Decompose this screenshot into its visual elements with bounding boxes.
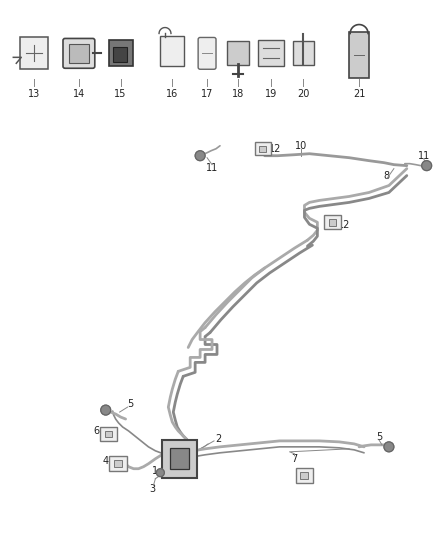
Text: 18: 18: [232, 89, 244, 99]
FancyBboxPatch shape: [69, 44, 89, 63]
Bar: [328, 219, 336, 225]
Text: 14: 14: [73, 89, 85, 99]
Bar: [259, 146, 266, 152]
FancyBboxPatch shape: [109, 456, 127, 471]
FancyBboxPatch shape: [162, 440, 197, 478]
FancyBboxPatch shape: [296, 468, 314, 483]
Text: 10: 10: [295, 141, 307, 151]
Bar: [114, 460, 122, 467]
Text: 11: 11: [417, 151, 430, 161]
FancyBboxPatch shape: [255, 142, 271, 155]
FancyBboxPatch shape: [20, 37, 48, 69]
FancyBboxPatch shape: [63, 38, 95, 68]
Text: 5: 5: [127, 399, 134, 409]
FancyBboxPatch shape: [113, 46, 127, 62]
FancyBboxPatch shape: [170, 448, 189, 469]
Text: 1: 1: [152, 466, 159, 475]
Circle shape: [384, 442, 394, 452]
FancyBboxPatch shape: [293, 42, 314, 65]
FancyBboxPatch shape: [349, 33, 369, 78]
Text: 15: 15: [114, 89, 127, 99]
Text: 20: 20: [297, 89, 310, 99]
Text: 7: 7: [291, 454, 298, 464]
Text: 11: 11: [206, 163, 218, 173]
Text: 12: 12: [269, 144, 282, 154]
Bar: [300, 472, 308, 479]
Circle shape: [101, 405, 111, 415]
Text: 4: 4: [102, 456, 109, 466]
Text: 12: 12: [338, 220, 350, 230]
Text: 6: 6: [301, 474, 307, 483]
FancyBboxPatch shape: [227, 42, 249, 65]
Text: 3: 3: [149, 483, 155, 494]
Text: 16: 16: [166, 89, 178, 99]
Text: 13: 13: [28, 89, 40, 99]
Circle shape: [422, 160, 431, 171]
Text: 8: 8: [384, 171, 390, 181]
FancyBboxPatch shape: [258, 41, 283, 66]
FancyBboxPatch shape: [324, 215, 341, 229]
Bar: [105, 431, 113, 437]
Text: 6: 6: [94, 426, 100, 436]
Text: 5: 5: [376, 432, 382, 442]
FancyBboxPatch shape: [109, 41, 133, 66]
FancyBboxPatch shape: [198, 37, 216, 69]
Circle shape: [156, 469, 164, 477]
Text: 19: 19: [265, 89, 277, 99]
Text: 17: 17: [201, 89, 213, 99]
FancyBboxPatch shape: [100, 427, 117, 441]
Text: 2: 2: [215, 434, 221, 444]
Circle shape: [195, 151, 205, 160]
Text: 21: 21: [353, 89, 365, 99]
FancyBboxPatch shape: [160, 36, 184, 66]
